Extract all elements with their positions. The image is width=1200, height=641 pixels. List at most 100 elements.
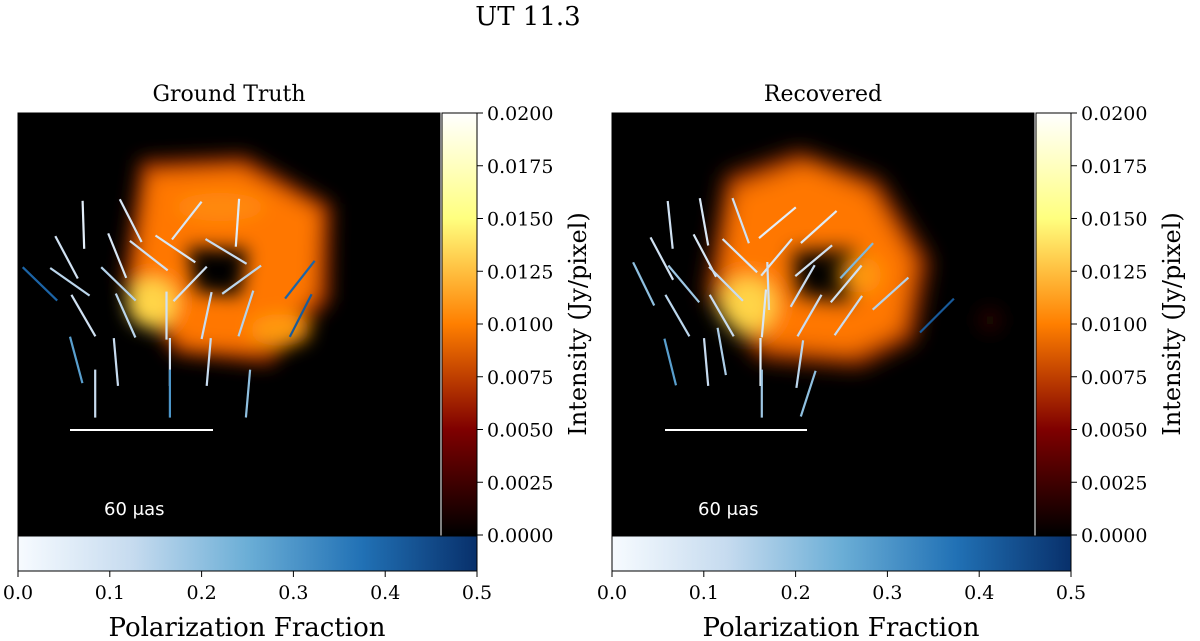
evpa-tick: [799, 370, 817, 417]
panel-title: Recovered: [764, 82, 882, 107]
source-emission: [122, 155, 332, 365]
intensity-colorbar-ticks: 0.0000 0.0025 0.0050 0.0075 0.0100 0.0125 0.01…: [1071, 103, 1147, 547]
evpa-tick: [833, 295, 864, 336]
colorbar-tick-label: 0.0200: [1081, 103, 1147, 125]
polarization-tick-label: 0.1: [689, 582, 719, 604]
polarization-colorbar-label: Polarization Fraction: [109, 613, 386, 641]
colorbar-tick-label: 0.0075: [487, 367, 553, 389]
evpa-tick: [666, 200, 674, 249]
evpa-tick: [664, 294, 691, 337]
polarization-tick-label: 0.0: [3, 582, 33, 604]
polarization-tick-label: 0.5: [1056, 582, 1086, 604]
evpa-tick: [708, 294, 735, 337]
scale-bar-label: 60 μas: [104, 499, 165, 520]
evpa-tick: [731, 197, 750, 244]
evpa-ticks: [21, 198, 316, 418]
polarization-tick-label: 0.4: [964, 582, 994, 604]
scale-bar: 60 μas: [665, 429, 807, 520]
evpa-tick: [68, 336, 84, 384]
intensity-colorbar: 0.0000 0.0025 0.0050 0.0075 0.0100 0.0125 0.01…: [441, 103, 592, 547]
evpa-tick: [871, 276, 910, 311]
colorbar-tick-label: 0.0000: [1081, 525, 1147, 547]
evpa-tick: [789, 264, 816, 308]
evpa-tick: [200, 291, 213, 340]
intensity-colorbar-ticks: 0.0000 0.0025 0.0050 0.0075 0.0100 0.0125 0.01…: [477, 103, 553, 547]
heatmap-image: [611, 112, 1035, 536]
colorbar-tick-label: 0.0150: [1081, 209, 1147, 231]
panel-recovered: Recovered 60 μas 0.0000 0.0025 0.0050 0.007…: [597, 82, 1186, 641]
polarization-colorbar-ticks: 0.0 0.1 0.2 0.3 0.4 0.5: [3, 571, 492, 604]
evpa-tick: [698, 198, 710, 246]
evpa-tick: [760, 289, 768, 338]
evpa-tick: [796, 294, 823, 337]
evpa-tick: [919, 297, 955, 334]
evpa-tick: [702, 338, 710, 386]
evpa-tick: [237, 290, 255, 337]
evpa-tick: [667, 264, 701, 304]
evpa-tick: [649, 236, 675, 281]
polarization-tick-label: 0.3: [872, 582, 902, 604]
evpa-tick: [112, 338, 120, 386]
intensity-colorbar-label: Intensity (Jy/pixel): [1158, 212, 1186, 436]
evpa-tick: [81, 200, 86, 249]
polarization-tick-label: 0.5: [462, 582, 492, 604]
evpa-tick: [284, 260, 316, 300]
evpa-tick: [760, 238, 793, 277]
colorbar-tick-label: 0.0100: [1081, 314, 1147, 336]
evpa-tick: [118, 198, 143, 243]
polarization-tick-label: 0.3: [278, 582, 308, 604]
evpa-tick: [114, 293, 137, 338]
polarization-tick-label: 0.1: [95, 582, 125, 604]
panel-title: Ground Truth: [152, 82, 305, 107]
evpa-tick: [839, 242, 874, 280]
colorbar-tick-label: 0.0050: [487, 420, 553, 442]
evpa-tick: [663, 338, 678, 386]
intensity-colorbar: 0.0000 0.0025 0.0050 0.0075 0.0100 0.0125 0.01…: [1035, 103, 1186, 547]
colorbar-tick-label: 0.0050: [1081, 420, 1147, 442]
heatmap-image: [17, 112, 441, 536]
polarization-tick-label: 0.0: [597, 582, 627, 604]
evpa-tick: [244, 369, 252, 418]
evpa-tick: [716, 327, 727, 376]
polarization-tick-label: 0.2: [186, 582, 216, 604]
polarization-colorbar-label: Polarization Fraction: [703, 613, 980, 641]
evpa-tick: [54, 235, 79, 280]
evpa-tick: [107, 232, 128, 279]
evpa-tick: [758, 206, 797, 239]
evpa-tick: [21, 266, 58, 302]
colorbar-tick-label: 0.0100: [487, 314, 553, 336]
evpa-tick: [205, 338, 212, 386]
evpa-tick: [154, 234, 196, 264]
colorbar-tick-label: 0.0200: [487, 103, 553, 125]
evpa-ticks: [632, 197, 955, 418]
scale-bar-label: 60 μas: [698, 499, 759, 520]
evpa-tick: [795, 340, 805, 389]
evpa-tick: [794, 244, 833, 277]
scale-bar: 60 μas: [70, 429, 213, 520]
evpa-tick: [100, 266, 137, 302]
evpa-tick: [721, 238, 758, 274]
evpa-tick: [221, 264, 262, 295]
colorbar-tick-label: 0.0175: [487, 156, 553, 178]
evpa-tick: [234, 198, 241, 247]
polarization-tick-label: 0.4: [370, 582, 400, 604]
colorbar-tick-label: 0.0150: [487, 209, 553, 231]
polarization-colorbar: 0.0 0.1 0.2 0.3 0.4 0.5 Polarization Fraction: [3, 535, 492, 641]
evpa-tick: [70, 294, 97, 337]
evpa-tick: [632, 261, 656, 306]
colorbar-tick-label: 0.0075: [1081, 367, 1147, 389]
evpa-tick: [204, 238, 248, 265]
polarization-colorbar-ticks: 0.0 0.1 0.2 0.3 0.4 0.5: [597, 571, 1086, 604]
intensity-colorbar-label: Intensity (Jy/pixel): [564, 212, 592, 436]
colorbar-tick-label: 0.0025: [1081, 472, 1147, 494]
evpa-tick: [171, 201, 203, 241]
colorbar-tick-label: 0.0125: [1081, 261, 1147, 283]
evpa-tick: [708, 266, 744, 302]
evpa-tick: [766, 261, 771, 311]
evpa-tick: [288, 293, 313, 338]
colorbar-tick-label: 0.0125: [487, 261, 553, 283]
polarization-colorbar: 0.0 0.1 0.2 0.3 0.4 0.5 Polarization Fraction: [597, 535, 1086, 641]
evpa-tick: [49, 267, 91, 297]
evpa-tick: [129, 240, 169, 272]
polarization-tick-label: 0.2: [780, 582, 810, 604]
